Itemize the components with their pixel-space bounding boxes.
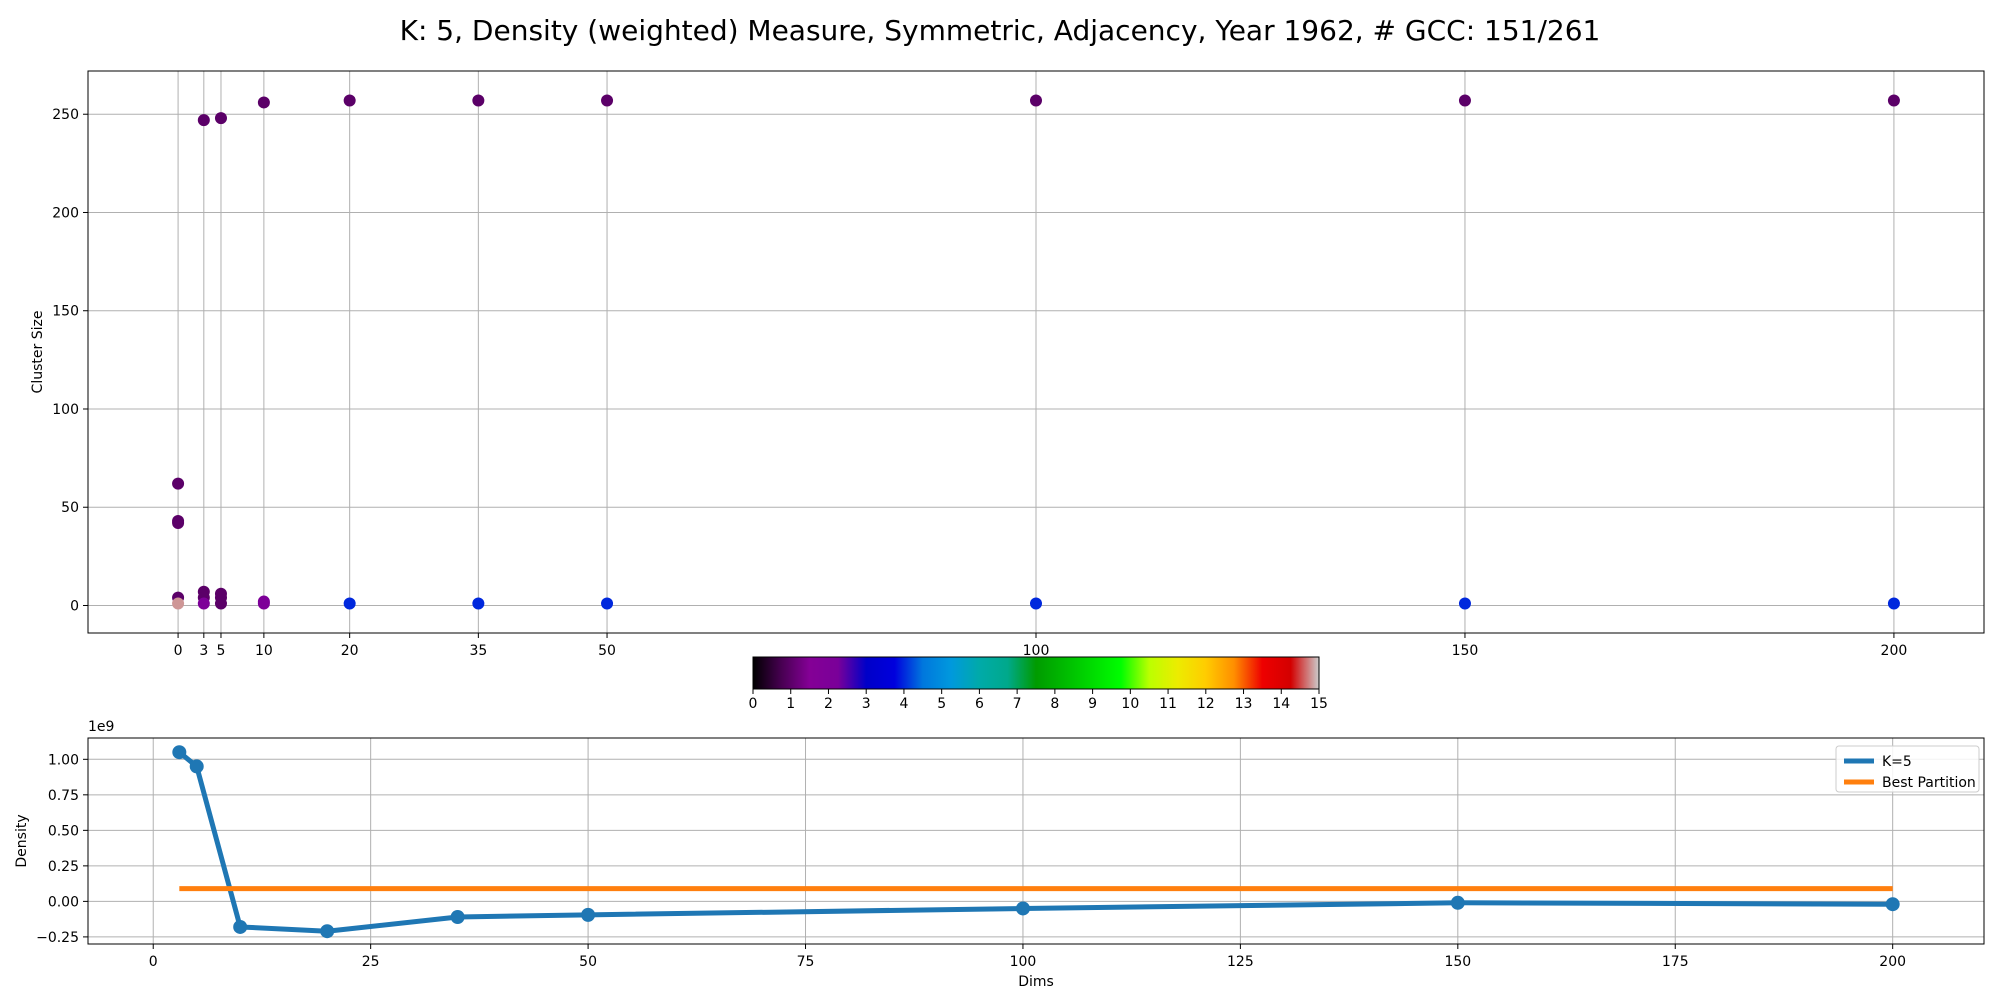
series-marker-k5 bbox=[581, 907, 596, 922]
scatter-point bbox=[1887, 94, 1900, 107]
legend: K=5 Best Partition bbox=[1835, 745, 1980, 793]
legend-label-k5: K=5 bbox=[1882, 754, 1912, 770]
colorbar-tick-label: 6 bbox=[975, 696, 984, 712]
series-marker-k5 bbox=[1885, 897, 1900, 912]
colorbar-tick-label: 2 bbox=[824, 696, 833, 712]
scatter-point bbox=[214, 112, 227, 125]
scatter-gridlines bbox=[88, 71, 1984, 633]
colorbar-tick-label: 1 bbox=[786, 696, 795, 712]
y-axis-offset-text: 1e9 bbox=[88, 719, 114, 735]
scatter-x-tick-label: 35 bbox=[469, 643, 487, 659]
line-x-tick-label: 125 bbox=[1227, 954, 1254, 970]
scatter-point bbox=[472, 94, 485, 107]
scatter-x-tick-label: 5 bbox=[217, 643, 226, 659]
scatter-x-tick-label: 0 bbox=[174, 643, 183, 659]
colorbar-tick-label: 10 bbox=[1121, 696, 1139, 712]
scatter-point bbox=[1458, 597, 1471, 610]
series-marker-k5 bbox=[320, 924, 335, 939]
series-marker-k5 bbox=[450, 910, 465, 925]
series-marker-k5 bbox=[172, 745, 187, 760]
scatter-x-tick-label: 3 bbox=[199, 643, 208, 659]
scatter-y-tick-label: 0 bbox=[70, 598, 79, 614]
line-y-tick-label: 0.75 bbox=[48, 788, 79, 804]
colorbar-tick-label: 0 bbox=[749, 696, 758, 712]
colorbar-tick-label: 13 bbox=[1235, 696, 1253, 712]
line-x-tick-label: 200 bbox=[1879, 954, 1906, 970]
scatter-x-tick-label: 150 bbox=[1452, 643, 1479, 659]
series-marker-k5 bbox=[189, 759, 204, 774]
line-x-tick-label: 75 bbox=[797, 954, 815, 970]
scatter-y-tick-label: 250 bbox=[52, 107, 79, 123]
density-line-panel: 0 25 50 75 100 125 150 175 200 −0.25 0.00 0.25 0.50 0… bbox=[14, 719, 1985, 990]
scatter-y-tick-label: 100 bbox=[52, 402, 79, 418]
colorbar-tick-label: 14 bbox=[1272, 696, 1290, 712]
colorbar-tick-label: 4 bbox=[899, 696, 908, 712]
line-x-tick-label: 100 bbox=[1010, 954, 1037, 970]
line-x-tick-label: 25 bbox=[362, 954, 380, 970]
scatter-point bbox=[214, 597, 227, 610]
line-y-tick-label: 0.25 bbox=[48, 859, 79, 875]
line-y-tick-label: 0.00 bbox=[48, 894, 79, 910]
line-x-tick-label: 0 bbox=[149, 954, 158, 970]
series-marker-k5 bbox=[1015, 901, 1030, 916]
line-axes-frame bbox=[87, 737, 1985, 945]
colorbar-tick-label: 15 bbox=[1310, 696, 1328, 712]
scatter-point bbox=[601, 597, 614, 610]
colorbar-gradient bbox=[752, 656, 1320, 690]
colorbar-tick-label: 9 bbox=[1088, 696, 1097, 712]
colorbar: 0 1 2 3 4 5 6 7 8 9 10 11 12 13 14 15 bbox=[749, 656, 1328, 712]
scatter-point bbox=[343, 94, 356, 107]
line-x-axis-label: Dims bbox=[1018, 974, 1054, 990]
scatter-point bbox=[197, 114, 210, 127]
colorbar-ticks: 0 1 2 3 4 5 6 7 8 9 10 11 12 13 14 15 bbox=[749, 689, 1328, 712]
line-y-tick-label: −0.25 bbox=[36, 930, 79, 946]
scatter-x-tick-label: 200 bbox=[1881, 643, 1908, 659]
series-line-k5 bbox=[177, 750, 1893, 934]
line-y-tick-label: 0.50 bbox=[48, 823, 79, 839]
colorbar-tick-label: 7 bbox=[1013, 696, 1022, 712]
line-y-tick-label: 1.00 bbox=[48, 752, 79, 768]
colorbar-tick-label: 5 bbox=[937, 696, 946, 712]
scatter-point bbox=[1030, 597, 1042, 610]
scatter-y-tick-label: 50 bbox=[61, 500, 79, 516]
scatter-y-tick-label: 150 bbox=[52, 304, 79, 320]
scatter-x-tick-label: 10 bbox=[255, 643, 273, 659]
scatter-points bbox=[172, 94, 1900, 610]
scatter-point bbox=[172, 477, 185, 490]
colorbar-tick-label: 12 bbox=[1197, 696, 1215, 712]
scatter-x-tick-label: 20 bbox=[341, 643, 359, 659]
line-gridlines bbox=[88, 738, 1984, 944]
series-marker-k5 bbox=[233, 919, 248, 934]
line-x-tick-label: 50 bbox=[579, 954, 597, 970]
scatter-point bbox=[601, 94, 614, 107]
scatter-x-tick-label: 100 bbox=[1023, 643, 1050, 659]
scatter-x-tick-label: 50 bbox=[598, 643, 616, 659]
scatter-point bbox=[1887, 597, 1900, 610]
legend-label-best-partition: Best Partition bbox=[1882, 775, 1976, 791]
scatter-point bbox=[257, 597, 270, 610]
scatter-y-axis-label: Cluster Size bbox=[30, 311, 46, 394]
scatter-point bbox=[172, 597, 185, 610]
series-marker-k5 bbox=[1450, 895, 1465, 910]
scatter-point bbox=[472, 597, 485, 610]
line-x-tick-label: 175 bbox=[1662, 954, 1689, 970]
scatter-point bbox=[197, 597, 210, 610]
figure-title: K: 5, Density (weighted) Measure, Symmet… bbox=[400, 14, 1601, 47]
scatter-y-tick-label: 200 bbox=[52, 205, 79, 221]
scatter-point bbox=[343, 597, 356, 610]
colorbar-tick-label: 8 bbox=[1050, 696, 1059, 712]
scatter-point bbox=[1030, 94, 1042, 107]
scatter-point bbox=[172, 516, 185, 529]
scatter-point bbox=[1458, 94, 1471, 107]
colorbar-tick-label: 3 bbox=[862, 696, 871, 712]
line-y-axis-label: Density bbox=[14, 814, 30, 867]
colorbar-tick-label: 11 bbox=[1159, 696, 1177, 712]
scatter-point bbox=[257, 96, 270, 109]
line-x-tick-label: 150 bbox=[1444, 954, 1471, 970]
line-ticks: 0 25 50 75 100 125 150 175 200 −0.25 0.00 0.25 0.50 0… bbox=[36, 752, 1906, 970]
line-series bbox=[172, 745, 1900, 939]
